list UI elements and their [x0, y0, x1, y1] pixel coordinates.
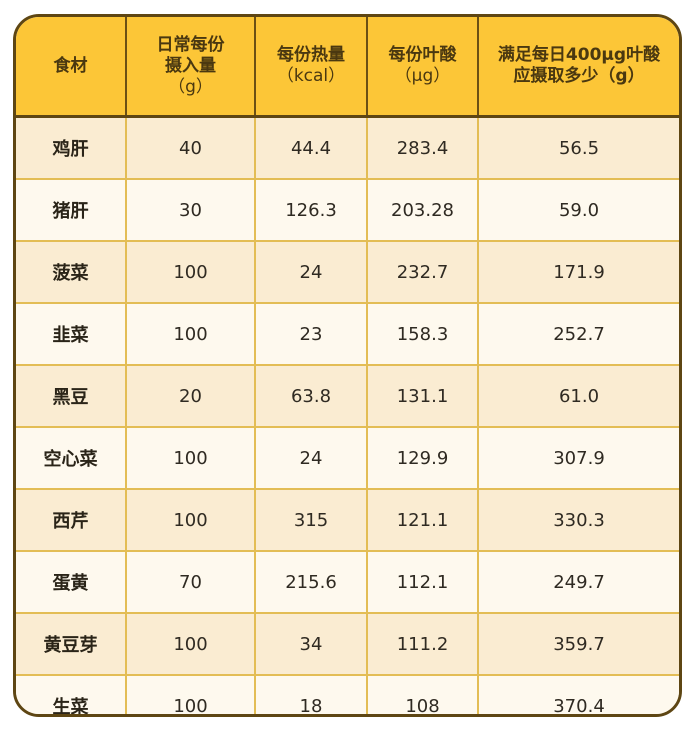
- header-serving-line1: 日常每份: [156, 34, 225, 55]
- cell-needed: 59.0: [478, 179, 679, 242]
- cell-folate: 112.1: [367, 551, 479, 614]
- cell-serving: 100: [126, 241, 256, 304]
- cell-food: 生菜: [16, 675, 127, 714]
- cell-needed: 56.5: [478, 116, 679, 180]
- cell-serving: 40: [126, 116, 256, 180]
- header-kcal-line1: 每份热量: [277, 45, 345, 65]
- cell-food: 西芹: [16, 489, 127, 552]
- cell-serving: 100: [126, 613, 256, 676]
- cell-serving: 30: [126, 179, 256, 242]
- header-food-label: 食材: [53, 55, 88, 76]
- folate-table-container: 食材 日常每份 摄入量 （g） 每份热量 （kcal） 每份叶酸 （μg） 满足…: [13, 14, 682, 717]
- table-row: 生菜 100 18 108 370.4: [16, 675, 679, 714]
- cell-serving: 100: [126, 675, 256, 714]
- folate-food-table: 食材 日常每份 摄入量 （g） 每份热量 （kcal） 每份叶酸 （μg） 满足…: [16, 17, 679, 714]
- cell-kcal: 18: [255, 675, 368, 714]
- header-folate-unit: （μg）: [394, 66, 451, 86]
- cell-kcal: 24: [255, 427, 368, 490]
- cell-kcal: 215.6: [255, 551, 368, 614]
- cell-serving: 20: [126, 365, 256, 428]
- cell-folate: 158.3: [367, 303, 479, 366]
- cell-needed: 370.4: [478, 675, 679, 714]
- cell-needed: 61.0: [478, 365, 679, 428]
- table-header: 食材 日常每份 摄入量 （g） 每份热量 （kcal） 每份叶酸 （μg） 满足…: [16, 17, 679, 118]
- table-row: 黄豆芽 100 34 111.2 359.7: [16, 613, 679, 676]
- cell-kcal: 23: [255, 303, 368, 366]
- cell-food: 菠菜: [16, 241, 127, 304]
- table-row: 西芹 100 315 121.1 330.3: [16, 489, 679, 552]
- cell-kcal: 24: [255, 241, 368, 304]
- table-row: 鸡肝 40 44.4 283.4 56.5: [16, 116, 679, 180]
- cell-needed: 330.3: [478, 489, 679, 552]
- table-row: 韭菜 100 23 158.3 252.7: [16, 303, 679, 366]
- cell-food: 猪肝: [16, 179, 127, 242]
- table-row: 蛋黄 70 215.6 112.1 249.7: [16, 551, 679, 614]
- header-kcal: 每份热量 （kcal）: [255, 17, 368, 118]
- cell-folate: 232.7: [367, 241, 479, 304]
- header-serving-line2: 摄入量: [165, 55, 216, 76]
- cell-food: 黄豆芽: [16, 613, 127, 676]
- cell-kcal: 315: [255, 489, 368, 552]
- cell-needed: 359.7: [478, 613, 679, 676]
- cell-folate: 129.9: [367, 427, 479, 490]
- table-row: 空心菜 100 24 129.9 307.9: [16, 427, 679, 490]
- cell-serving: 100: [126, 303, 256, 366]
- cell-folate: 111.2: [367, 613, 479, 676]
- cell-kcal: 34: [255, 613, 368, 676]
- cell-serving: 100: [126, 489, 256, 552]
- cell-folate: 108: [367, 675, 479, 714]
- cell-folate: 203.28: [367, 179, 479, 242]
- header-folate: 每份叶酸 （μg）: [367, 17, 479, 118]
- cell-folate: 283.4: [367, 116, 479, 180]
- header-needed-line2: 应摄取多少（g）: [513, 66, 645, 86]
- cell-food: 蛋黄: [16, 551, 127, 614]
- cell-needed: 252.7: [478, 303, 679, 366]
- header-needed: 满足每日400μg叶酸 应摄取多少（g）: [478, 17, 679, 118]
- cell-food: 韭菜: [16, 303, 127, 366]
- cell-needed: 307.9: [478, 427, 679, 490]
- cell-food: 空心菜: [16, 427, 127, 490]
- cell-folate: 121.1: [367, 489, 479, 552]
- table-row: 菠菜 100 24 232.7 171.9: [16, 241, 679, 304]
- header-food: 食材: [16, 17, 127, 118]
- cell-kcal: 126.3: [255, 179, 368, 242]
- table-row: 猪肝 30 126.3 203.28 59.0: [16, 179, 679, 242]
- cell-needed: 249.7: [478, 551, 679, 614]
- cell-serving: 70: [126, 551, 256, 614]
- header-needed-line1: 满足每日400μg叶酸: [497, 45, 661, 65]
- header-serving: 日常每份 摄入量 （g）: [126, 17, 256, 118]
- header-folate-line1: 每份叶酸: [388, 45, 457, 65]
- table-row: 黑豆 20 63.8 131.1 61.0: [16, 365, 679, 428]
- cell-kcal: 63.8: [255, 365, 368, 428]
- cell-folate: 131.1: [367, 365, 479, 428]
- header-kcal-unit: （kcal）: [276, 66, 346, 86]
- cell-kcal: 44.4: [255, 116, 368, 180]
- header-serving-unit: （g）: [168, 76, 213, 97]
- cell-needed: 171.9: [478, 241, 679, 304]
- cell-food: 鸡肝: [16, 116, 127, 180]
- cell-food: 黑豆: [16, 365, 127, 428]
- table-body: 鸡肝 40 44.4 283.4 56.5 猪肝 30 126.3 203.28…: [16, 116, 679, 714]
- cell-serving: 100: [126, 427, 256, 490]
